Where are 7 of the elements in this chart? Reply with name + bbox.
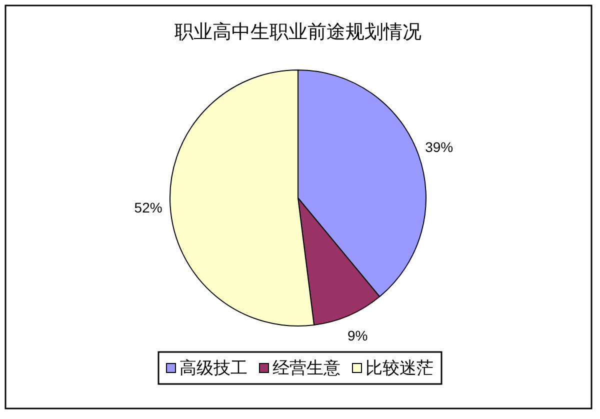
legend-label: 比较迷茫 xyxy=(366,358,434,378)
data-label: 39% xyxy=(425,139,454,156)
legend-label: 高级技工 xyxy=(180,358,248,378)
title: 职业高中生职业前途规划情况 xyxy=(174,22,422,43)
data-label: 52% xyxy=(134,199,162,216)
legend-label: 经营生意 xyxy=(272,358,340,378)
data-label: 9% xyxy=(347,328,368,344)
